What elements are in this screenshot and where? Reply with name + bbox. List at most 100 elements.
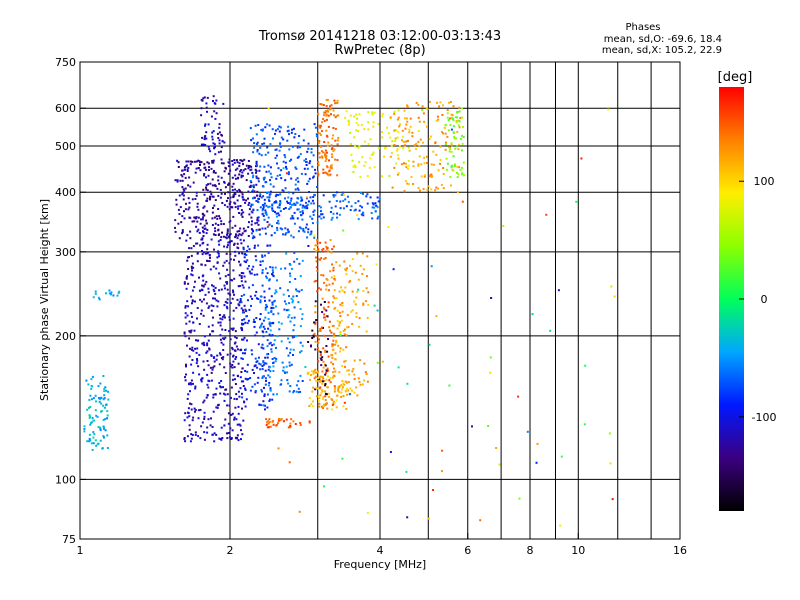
data-point: [406, 104, 408, 107]
data-point: [221, 315, 224, 318]
data-point: [252, 186, 255, 189]
data-point: [177, 161, 180, 164]
data-point: [194, 387, 197, 390]
data-point: [406, 516, 409, 519]
data-point: [194, 385, 197, 388]
data-point: [397, 172, 400, 175]
data-point: [211, 160, 214, 162]
data-point: [191, 300, 194, 303]
data-point: [265, 379, 267, 382]
data-point: [271, 204, 274, 207]
data-point: [206, 96, 209, 99]
data-point: [266, 146, 269, 149]
data-point: [324, 250, 327, 253]
data-point: [293, 260, 296, 263]
data-point: [445, 168, 448, 171]
data-point: [197, 417, 200, 420]
data-point: [314, 256, 317, 259]
data-point: [356, 290, 359, 293]
data-point: [203, 411, 206, 414]
data-point: [297, 380, 300, 383]
data-point: [249, 184, 252, 187]
data-point: [240, 209, 243, 212]
data-point: [336, 99, 339, 102]
data-point: [231, 346, 234, 349]
data-point: [226, 437, 229, 440]
data-point: [361, 272, 364, 275]
data-point: [272, 361, 275, 364]
data-point: [206, 259, 208, 262]
data-point: [253, 372, 255, 374]
data-point: [252, 230, 255, 233]
data-point: [269, 387, 272, 390]
data-point: [200, 300, 203, 303]
data-point: [299, 390, 302, 393]
data-point: [206, 189, 209, 192]
data-point: [396, 118, 399, 121]
data-point: [187, 393, 190, 396]
data-point: [220, 220, 223, 223]
data-point: [232, 289, 234, 292]
data-point: [226, 281, 229, 284]
data-point: [341, 302, 344, 304]
data-point: [450, 166, 453, 169]
data-point: [253, 318, 255, 321]
data-point: [278, 328, 281, 331]
data-point: [332, 375, 335, 378]
data-point: [238, 188, 241, 191]
data-point: [268, 399, 271, 402]
data-point: [177, 166, 180, 168]
data-point: [192, 181, 195, 184]
data-point: [299, 341, 302, 344]
data-point: [181, 193, 184, 196]
data-point: [403, 144, 406, 147]
data-point: [348, 121, 350, 124]
data-point: [262, 335, 265, 338]
data-point: [271, 301, 274, 304]
data-point: [363, 164, 366, 167]
data-point: [471, 425, 473, 428]
data-point: [309, 233, 312, 236]
data-point: [265, 303, 268, 306]
data-point: [317, 287, 320, 290]
data-point: [223, 314, 226, 317]
data-point: [190, 329, 193, 332]
data-point: [306, 207, 309, 210]
data-point: [174, 230, 177, 233]
data-point: [297, 230, 300, 233]
data-point: [235, 306, 238, 309]
data-point: [337, 389, 340, 392]
data-point: [247, 204, 250, 206]
data-point: [259, 326, 262, 329]
data-point: [259, 368, 262, 371]
data-point: [330, 167, 333, 170]
data-point: [331, 408, 334, 411]
data-point: [206, 426, 209, 429]
data-point: [235, 418, 238, 421]
data-point: [362, 268, 365, 271]
data-point: [234, 177, 237, 180]
data-point: [196, 260, 199, 263]
data-point: [318, 142, 321, 145]
data-point: [288, 461, 291, 464]
data-point: [279, 142, 282, 145]
data-point: [297, 142, 300, 145]
data-point: [457, 173, 460, 176]
data-point: [259, 195, 262, 198]
data-point: [328, 392, 331, 395]
data-point: [234, 383, 237, 385]
data-point: [275, 177, 278, 180]
data-point: [287, 337, 290, 340]
data-point: [294, 166, 297, 169]
data-point: [308, 420, 311, 423]
data-point: [296, 146, 299, 149]
data-point: [291, 214, 294, 217]
data-point: [373, 304, 376, 307]
data-point: [235, 356, 238, 358]
data-point: [366, 193, 369, 196]
data-point: [214, 153, 217, 156]
data-point: [219, 353, 222, 356]
data-point: [402, 147, 405, 150]
data-point: [255, 162, 258, 165]
data-point: [278, 204, 281, 207]
